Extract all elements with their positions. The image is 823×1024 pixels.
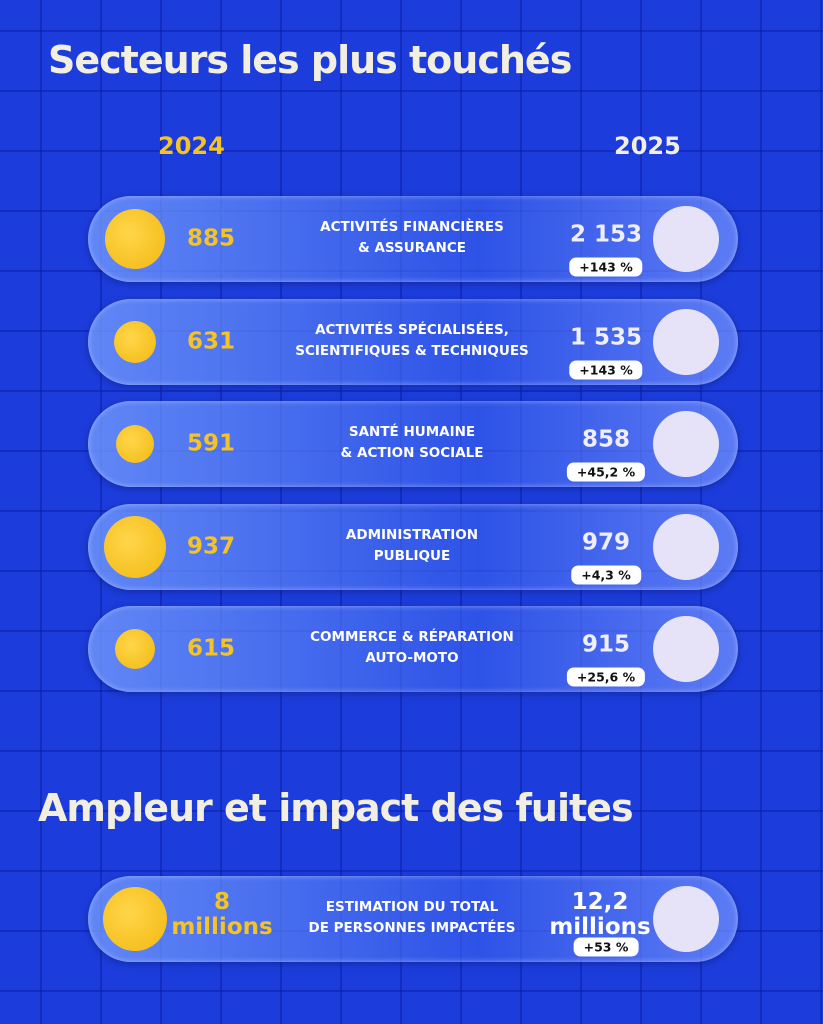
line: DE PERSONNES IMPACTÉES: [308, 920, 516, 936]
right-value: 12,2 millions: [549, 890, 650, 940]
right-circle: [653, 411, 719, 477]
left-value: 8 millions: [171, 890, 272, 940]
right-circle: [653, 616, 719, 682]
right-value: 858: [581, 426, 631, 453]
col-left: 2024: [158, 132, 225, 160]
line: SANTÉ HUMAINE: [348, 424, 476, 440]
line: SCIENTIFIQUES & TECHNIQUES: [295, 342, 529, 359]
right-value: 1 535: [569, 324, 643, 350]
title: Secteurs les plus touchés: [48, 38, 572, 82]
line: millions: [171, 914, 273, 940]
change-badge: +143 %: [569, 257, 643, 277]
left-circle: [114, 320, 156, 363]
sector-label: COMMERCE & RÉPARATION AUTO-MOTO: [310, 627, 514, 669]
section-title: Ampleur et impact des fuites: [38, 786, 634, 830]
line: ACTIVITÉS SPÉCIALISÉES,: [315, 321, 509, 338]
sector-label: ACTIVITÉS FINANCIÈRES & ASSURANCE: [320, 217, 504, 259]
col-right: 2025: [614, 132, 681, 160]
change-badge: +53 %: [573, 937, 639, 957]
left-value: 885: [186, 225, 236, 252]
sector-label: ADMINISTRATION PUBLIQUE: [346, 525, 478, 567]
sector-label: ACTIVITÉS SPÉCIALISÉES, SCIENTIFIQUES & T…: [295, 320, 529, 362]
right-value: 2 153: [569, 221, 643, 248]
sector-label: SANTÉ HUMAINE & ACTION SOCIALE: [341, 422, 484, 464]
line: ADMINISTRATION: [345, 526, 479, 543]
line: 8: [213, 889, 230, 915]
change-badge: +4,3 %: [571, 565, 641, 584]
left-value: 591: [186, 430, 236, 457]
right-value: 979: [581, 529, 631, 555]
right-circle: [653, 308, 719, 375]
change-badge: +143 %: [569, 360, 643, 379]
right-value: 915: [581, 631, 631, 658]
change-badge: +25,6 %: [566, 667, 646, 687]
left-circle: [105, 209, 165, 269]
line: ESTIMATION DU TOTAL: [325, 899, 499, 915]
left-value: 631: [186, 328, 236, 354]
right-circle: [653, 513, 719, 580]
sector-label: ESTIMATION DU TOTAL DE PERSONNES IMPACTÉE…: [309, 897, 516, 939]
left-circle: [116, 425, 154, 463]
left-value: 615: [186, 635, 236, 662]
line: AUTO-MOTO: [365, 650, 459, 666]
line: COMMERCE & RÉPARATION: [310, 629, 514, 645]
line: PUBLIQUE: [373, 547, 451, 564]
line: & ACTION SOCIALE: [340, 445, 484, 461]
line: millions: [549, 914, 651, 940]
change-badge: +45,2 %: [566, 462, 646, 482]
left-circle: [115, 629, 155, 669]
line: ACTIVITÉS FINANCIÈRES: [320, 219, 504, 235]
line: & ASSURANCE: [357, 240, 466, 256]
left-circle: [104, 515, 166, 578]
line: 12,2: [571, 889, 629, 915]
left-circle: [103, 887, 167, 951]
right-circle: [653, 206, 719, 272]
right-circle: [653, 886, 719, 952]
left-value: 937: [186, 533, 236, 559]
